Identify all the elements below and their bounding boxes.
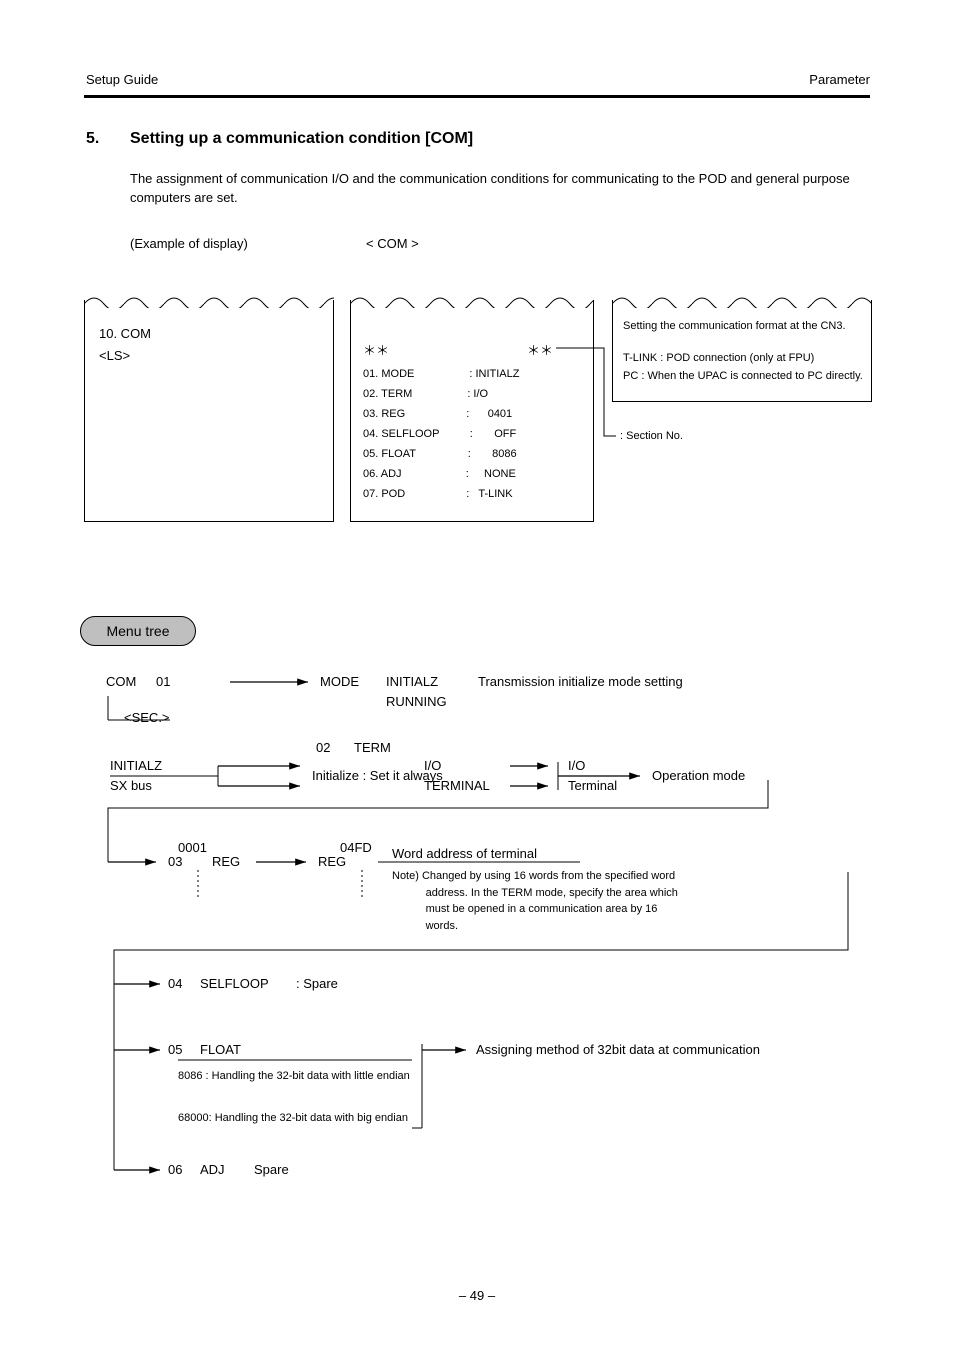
tree-root: COM [106,674,136,689]
header-right: Parameter [809,72,870,87]
selfloop-hint: : Spare [296,976,338,991]
reg-note-title: Word address of terminal [392,846,537,861]
com-line-3: 03. REG : 0401 [363,408,512,420]
page-footer: – 49 – [0,1288,954,1303]
com-line-1: 01. MODE : INITIALZ [363,368,519,380]
tree-mode-opt2: RUNNING [386,694,447,709]
reg-high: 04FD [340,840,372,855]
tree-mode-hint: Transmission initialize mode setting [478,674,683,689]
com-line-5: 05. FLOAT : 8086 [363,448,517,460]
reg-note-body: Note) Changed by using 16 words from the… [392,868,678,934]
float-num: 05 [168,1042,182,1057]
box-display-line1: 10. COM [99,326,151,341]
term-ropt1: I/O [568,758,585,773]
header-rule [84,95,870,98]
selfloop-num: 04 [168,976,182,991]
term-ropt2: Terminal [568,778,617,793]
term-hint: Operation mode [652,768,745,783]
box-right: Setting the communication format at the … [612,300,872,402]
reg-label: REG [212,854,240,869]
reg-label2: REG [318,854,346,869]
header-left: Setup Guide [86,72,158,87]
adj-hint: Spare [254,1162,289,1177]
intro-text: The assignment of communication I/O and … [130,170,870,208]
reg-num: 03 [168,854,182,869]
reg-low: 0001 [178,840,207,855]
example-caption: (Example of display) [130,236,248,251]
page: Setup Guide Parameter 5. Setting up a co… [0,0,954,1351]
section-title: Setting up a communication condition [CO… [130,130,473,148]
com-line-7: 07. POD : T-LINK [363,488,513,500]
section-number: 5. [86,130,99,148]
float-opt2: 68000: Handling the 32-bit data with big… [178,1112,408,1124]
stars-left: ＊＊ [363,340,389,359]
selfloop-label: SELFLOOP [200,976,269,991]
box-com: ＊＊ ＊＊ 01. MODE : INITIALZ 02. TERM : I/O… [350,300,594,522]
term-opt1: I/O [424,758,441,773]
float-hint: Assigning method of 32bit data at commun… [476,1042,776,1057]
com-line-4: 04. SELFLOOP : OFF [363,428,516,440]
com-line-2: 02. TERM : I/O [363,388,488,400]
float-opt1: 8086 : Handling the 32-bit data with lit… [178,1070,410,1082]
mode-note-1: INITIALZ [110,758,162,773]
menu-tree-pill: Menu tree [80,616,196,646]
adj-label: ADJ [200,1162,225,1177]
term-opt2: TERMINAL [424,778,490,793]
tree-mode-label: MODE [320,674,359,689]
box-display: 10. COM <LS> [84,300,334,522]
box-right-line2: T-LINK : POD connection (only at FPU) [623,352,863,364]
term-label: TERM [354,740,391,755]
section-no-label: : Section No. [620,430,683,442]
box-display-line2: <LS> [99,348,130,363]
term-num: 02 [316,740,330,755]
tree-mode-opt1: INITIALZ [386,674,438,689]
com-line-6: 06. ADJ : NONE [363,468,516,480]
tree-mode-num: 01 [156,674,170,689]
adj-num: 06 [168,1162,182,1177]
float-label: FLOAT [200,1042,241,1057]
box-right-line3: PC : When the UPAC is connected to PC di… [623,370,863,382]
stars-right: ＊＊ [527,340,553,359]
box-right-line1: Setting the communication format at the … [623,320,863,332]
mode-note-2: SX bus [110,778,152,793]
com-caption: < COM > [366,236,419,251]
tree-sec: <SEC.> [124,710,170,725]
